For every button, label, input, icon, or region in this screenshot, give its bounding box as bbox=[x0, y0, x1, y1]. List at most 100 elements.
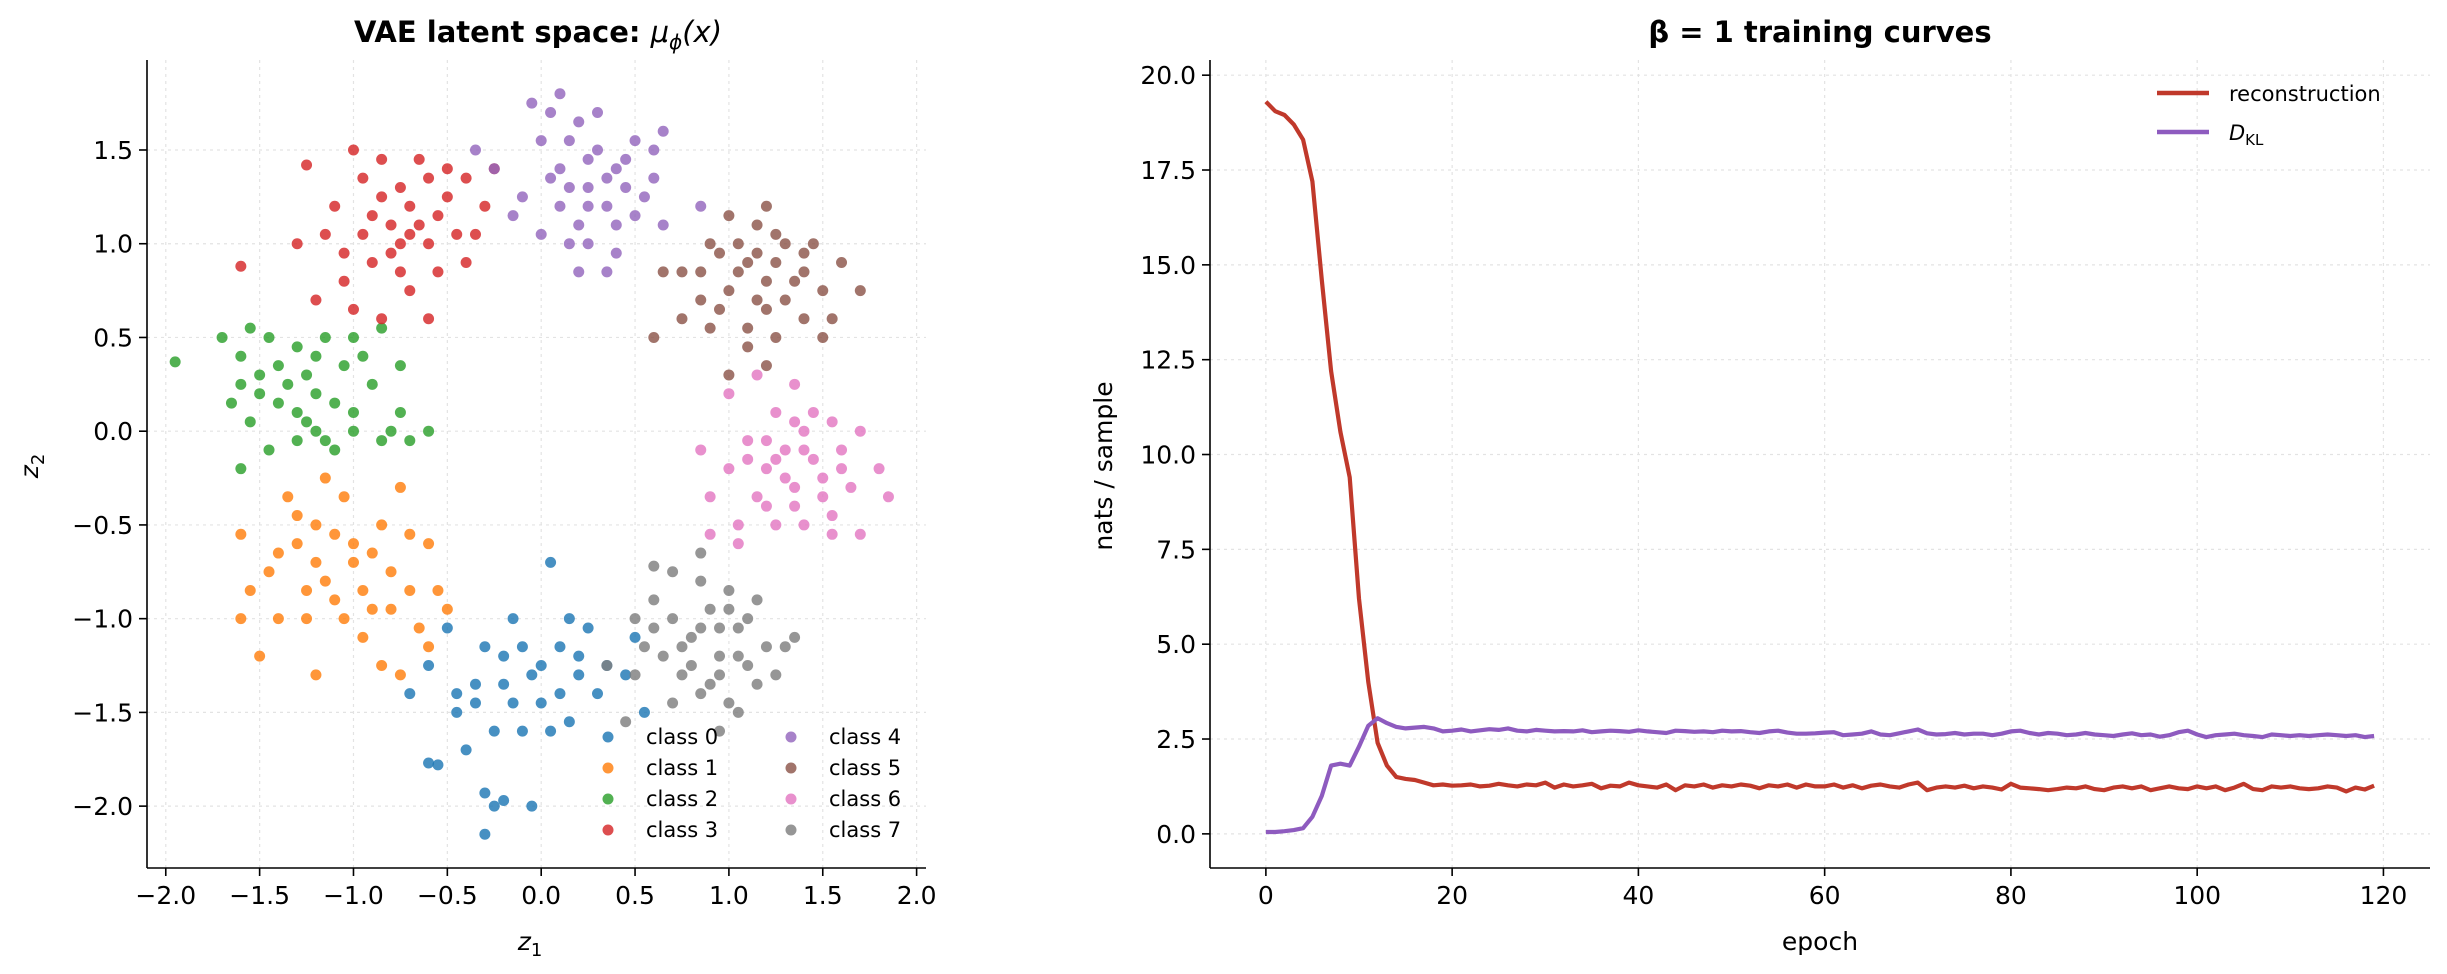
scatter-point bbox=[770, 406, 782, 418]
scatter-point bbox=[817, 472, 829, 484]
latent-scatter-panel: −2.0 −1.5 −1.0 −0.5 0.0 0.5 1.0 1.5 2.0 −2.0 −1.5… bbox=[15, 15, 936, 961]
scatter-point bbox=[648, 594, 660, 606]
scatter-point bbox=[423, 538, 435, 550]
right-y-tick-label: 0.0 bbox=[1156, 820, 1196, 849]
scatter-point bbox=[554, 163, 566, 175]
scatter-point bbox=[789, 481, 801, 493]
scatter-point bbox=[235, 528, 247, 540]
scatter-point bbox=[329, 594, 341, 606]
left-y-tick-label: 0.5 bbox=[93, 323, 133, 352]
scatter-point bbox=[704, 603, 716, 615]
scatter-point bbox=[685, 631, 697, 643]
scatter-point bbox=[423, 641, 435, 653]
scatter-point bbox=[779, 641, 791, 653]
scatter-point bbox=[601, 200, 613, 212]
scatter-point bbox=[479, 641, 491, 653]
scatter-point bbox=[347, 538, 359, 550]
scatter-point bbox=[723, 463, 735, 475]
scatter-point bbox=[817, 285, 829, 297]
scatter-point bbox=[526, 669, 538, 681]
legend-swatch bbox=[602, 762, 614, 774]
scatter-point bbox=[676, 266, 688, 278]
scatter-point bbox=[723, 285, 735, 297]
scatter-point bbox=[441, 622, 453, 634]
left-x-tick-label: 1.0 bbox=[709, 881, 749, 910]
scatter-point bbox=[760, 463, 772, 475]
scatter-point bbox=[376, 435, 388, 447]
scatter-point bbox=[272, 547, 284, 559]
scatter-point bbox=[695, 575, 707, 587]
scatter-point bbox=[216, 331, 228, 343]
scatter-point bbox=[488, 163, 500, 175]
scatter-point bbox=[319, 435, 331, 447]
scatter-point bbox=[301, 613, 313, 625]
scatter-point bbox=[592, 144, 604, 156]
scatter-point bbox=[554, 641, 566, 653]
scatter-point bbox=[545, 172, 557, 184]
legend-reconstruction-label: reconstruction bbox=[2229, 82, 2381, 106]
scatter-point bbox=[545, 725, 557, 737]
scatter-point bbox=[770, 331, 782, 343]
right-y-tick-label: 20.0 bbox=[1140, 61, 1196, 90]
scatter-point bbox=[751, 678, 763, 690]
scatter-point bbox=[282, 378, 294, 390]
scatter-point bbox=[310, 425, 322, 437]
scatter-point bbox=[413, 153, 425, 165]
right-y-tick-label: 12.5 bbox=[1140, 346, 1196, 375]
scatter-point bbox=[704, 528, 716, 540]
scatter-point bbox=[601, 172, 613, 184]
scatter-point bbox=[648, 331, 660, 343]
scatter-point bbox=[376, 153, 388, 165]
scatter-point bbox=[329, 200, 341, 212]
scatter-point bbox=[291, 435, 303, 447]
right-x-tick-label: 20 bbox=[1436, 881, 1468, 910]
scatter-point bbox=[404, 528, 416, 540]
scatter-point bbox=[451, 706, 463, 718]
scatter-point bbox=[789, 378, 801, 390]
line-d_kl bbox=[1265, 716, 2375, 835]
scatter-point bbox=[742, 322, 754, 334]
scatter-point bbox=[516, 191, 528, 203]
scatter-point bbox=[676, 641, 688, 653]
scatter-point bbox=[667, 566, 679, 578]
legend-swatch bbox=[785, 762, 797, 774]
left-y-tick-label: 1.5 bbox=[93, 136, 133, 165]
scatter-point bbox=[423, 757, 435, 769]
scatter-point bbox=[310, 519, 322, 531]
scatter-point bbox=[592, 106, 604, 118]
left-x-tick-label: 1.5 bbox=[803, 881, 843, 910]
scatter-point bbox=[244, 585, 256, 597]
scatter-point bbox=[357, 172, 369, 184]
legend-swatch bbox=[785, 824, 797, 836]
scatter-point bbox=[310, 294, 322, 306]
right-x-tick-label: 0 bbox=[1258, 881, 1274, 910]
scatter-point bbox=[601, 266, 613, 278]
scatter-point bbox=[413, 622, 425, 634]
left-x-tick-label: −0.5 bbox=[417, 881, 478, 910]
scatter-point bbox=[779, 472, 791, 484]
scatter-point bbox=[620, 669, 632, 681]
scatter-point bbox=[657, 650, 669, 662]
scatter-point bbox=[695, 688, 707, 700]
scatter-point bbox=[573, 116, 585, 128]
scatter-point bbox=[423, 172, 435, 184]
scatter-point bbox=[676, 313, 688, 325]
scatter-point bbox=[235, 260, 247, 272]
scatter-point bbox=[695, 294, 707, 306]
scatter-point bbox=[235, 613, 247, 625]
scatter-point bbox=[582, 181, 594, 193]
scatter-point bbox=[582, 200, 594, 212]
scatter-point bbox=[329, 397, 341, 409]
scatter-point bbox=[638, 641, 650, 653]
scatter-point bbox=[244, 322, 256, 334]
right-y-tick-label: 17.5 bbox=[1140, 156, 1196, 185]
scatter-point bbox=[507, 697, 519, 709]
legend-label: class 0 bbox=[646, 725, 718, 749]
scatter-point bbox=[704, 678, 716, 690]
scatter-point bbox=[704, 491, 716, 503]
scatter-point bbox=[441, 191, 453, 203]
scatter-point bbox=[498, 795, 510, 807]
left-x-ticks: −2.0 −1.5 −1.0 −0.5 0.0 0.5 1.0 1.5 2.0 bbox=[135, 868, 936, 910]
scatter-point bbox=[845, 481, 857, 493]
